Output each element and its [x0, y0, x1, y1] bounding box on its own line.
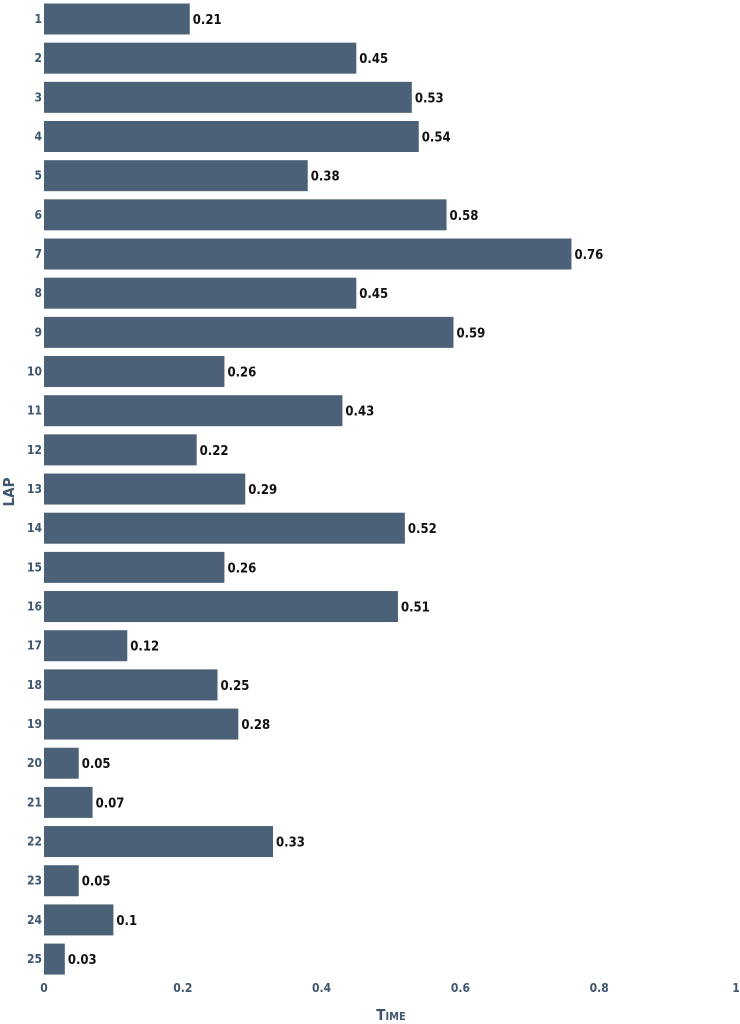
bar-lap-6 [44, 199, 447, 231]
y-tick-label-5: 5 [34, 169, 42, 183]
value-label-lap-4: 0.54 [422, 131, 451, 146]
value-label-lap-20: 0.05 [82, 757, 111, 772]
bar-lap-23 [44, 865, 79, 897]
value-label-lap-14: 0.52 [408, 522, 437, 537]
y-axis-title: LAP [0, 477, 18, 506]
y-tick-label-2: 2 [34, 51, 42, 65]
value-label-lap-19: 0.28 [241, 718, 270, 733]
y-tick-label-7: 7 [34, 247, 42, 261]
value-label-lap-7: 0.76 [574, 248, 603, 263]
bar-lap-7 [44, 238, 572, 270]
y-tick-label-19: 19 [27, 717, 42, 731]
bar-lap-12 [44, 434, 197, 466]
value-label-lap-24: 0.1 [116, 914, 137, 929]
y-tick-label-13: 13 [27, 482, 42, 496]
x-tick-label-0.6: 0.6 [451, 981, 470, 995]
value-label-lap-6: 0.58 [450, 209, 479, 224]
y-tick-label-1: 1 [34, 12, 42, 26]
value-label-lap-18: 0.25 [221, 679, 250, 694]
y-tick-label-9: 9 [34, 325, 42, 339]
y-tick-label-16: 16 [27, 600, 42, 614]
bar-lap-9 [44, 316, 454, 348]
bar-lap-2 [44, 42, 357, 74]
y-tick-label-17: 17 [27, 639, 42, 653]
y-tick-label-24: 24 [27, 913, 43, 927]
value-label-lap-21: 0.07 [96, 796, 125, 811]
y-tick-label-6: 6 [34, 208, 42, 222]
value-label-lap-10: 0.26 [227, 366, 256, 381]
x-tick-label-0.4: 0.4 [312, 981, 332, 995]
x-tick-label-1: 1 [732, 981, 740, 995]
bar-lap-5 [44, 160, 308, 192]
bar-lap-14 [44, 512, 405, 544]
y-tick-label-18: 18 [27, 678, 42, 692]
y-tick-label-4: 4 [34, 130, 42, 144]
bar-lap-11 [44, 395, 343, 427]
y-tick-label-15: 15 [27, 560, 42, 574]
x-axis-tick-labels: 0 0.2 0.4 0.6 0.8 1 [40, 981, 740, 995]
bar-lap-17 [44, 630, 128, 662]
x-tick-label-0.8: 0.8 [590, 981, 609, 995]
value-label-lap-17: 0.12 [130, 640, 159, 655]
y-tick-label-22: 22 [27, 835, 42, 849]
value-label-lap-11: 0.43 [345, 405, 374, 420]
value-label-lap-13: 0.29 [248, 483, 277, 498]
y-tick-label-21: 21 [27, 795, 42, 809]
y-tick-label-3: 3 [34, 90, 42, 104]
value-label-lap-1: 0.21 [193, 13, 222, 28]
bar-lap-3 [44, 81, 412, 113]
bar-lap-10 [44, 356, 225, 388]
bar-lap-18 [44, 669, 218, 701]
value-label-lap-3: 0.53 [415, 91, 444, 106]
value-label-lap-2: 0.45 [359, 52, 388, 67]
bar-lap-19 [44, 708, 239, 740]
value-label-lap-5: 0.38 [311, 170, 340, 185]
y-tick-label-25: 25 [27, 952, 42, 966]
bar-lap-25 [44, 943, 65, 975]
bar-lap-1 [44, 3, 190, 35]
value-label-lap-8: 0.45 [359, 287, 388, 302]
bars-group [44, 3, 572, 975]
y-tick-label-11: 11 [27, 404, 42, 418]
value-label-lap-25: 0.03 [68, 953, 97, 968]
bar-lap-16 [44, 591, 398, 623]
bar-lap-24 [44, 904, 114, 936]
value-label-lap-16: 0.51 [401, 601, 430, 616]
bar-lap-4 [44, 121, 419, 153]
bar-lap-8 [44, 277, 357, 309]
bar-lap-21 [44, 786, 93, 818]
bar-lap-13 [44, 473, 246, 505]
y-tick-label-10: 10 [27, 365, 42, 379]
value-label-lap-22: 0.33 [276, 836, 305, 851]
y-tick-label-23: 23 [27, 874, 42, 888]
x-axis-title: Time [376, 1006, 406, 1024]
bar-lap-20 [44, 747, 79, 779]
value-label-lap-15: 0.26 [227, 561, 256, 576]
value-label-lap-12: 0.22 [200, 444, 229, 459]
y-tick-label-14: 14 [27, 521, 43, 535]
y-tick-label-12: 12 [27, 443, 42, 457]
x-tick-label-0.2: 0.2 [173, 981, 192, 995]
bar-lap-15 [44, 551, 225, 583]
bar-value-labels: 0.21 0.45 0.53 0.54 0.38 0.58 0.76 0.45 0.59 0.26… [68, 13, 603, 968]
x-tick-label-0: 0 [40, 981, 48, 995]
y-axis-tick-labels: 1234567891011121314151617181920212223242… [27, 12, 43, 966]
y-tick-label-8: 8 [34, 286, 42, 300]
y-tick-label-20: 20 [27, 756, 42, 770]
value-label-lap-23: 0.05 [82, 875, 111, 890]
value-label-lap-9: 0.59 [456, 326, 485, 341]
bar-lap-22 [44, 826, 274, 858]
